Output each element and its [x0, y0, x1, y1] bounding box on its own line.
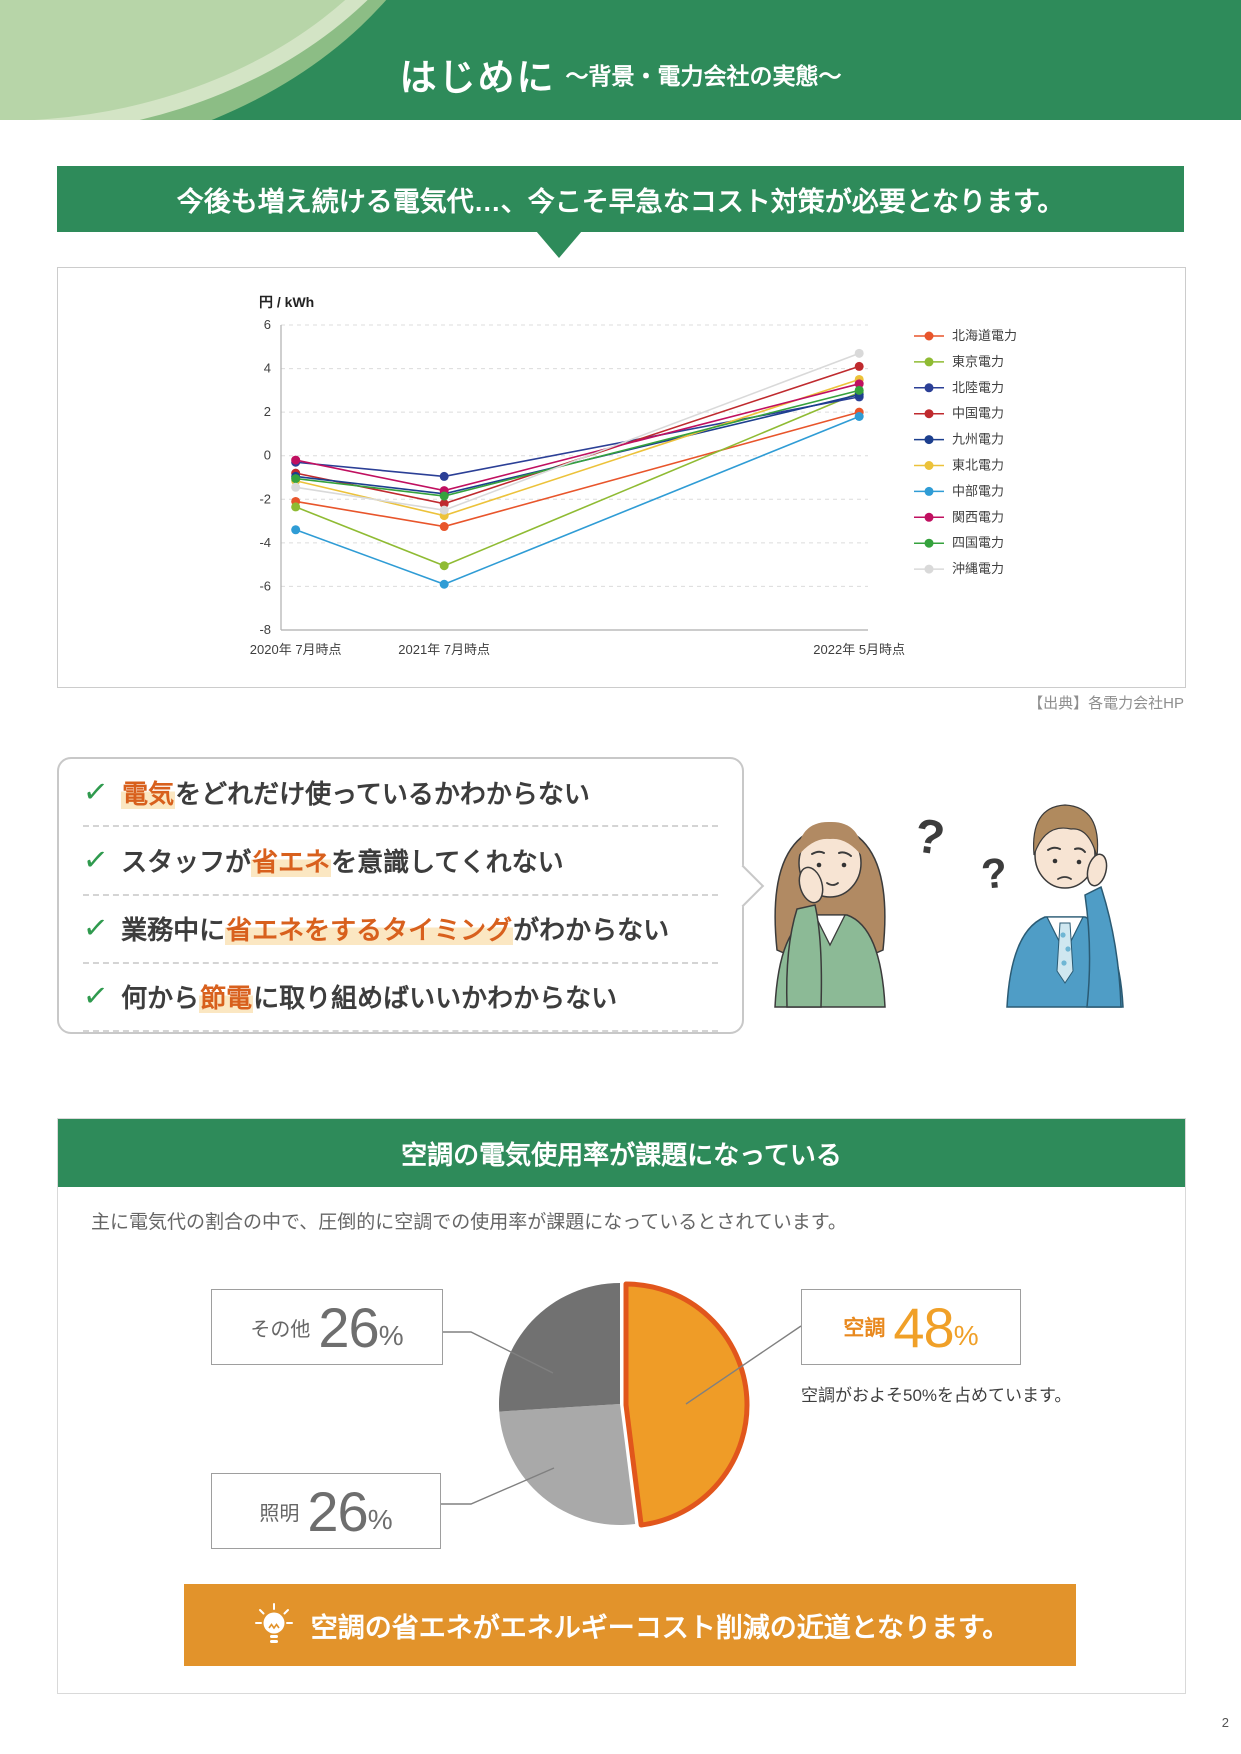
svg-text:-6: -6	[259, 578, 271, 593]
aircon-lead-text: 主に電気代の割合の中で、圧倒的に空調での使用率が課題になっているとされています。	[91, 1212, 847, 1233]
svg-text:円 / kWh: 円 / kWh	[259, 294, 314, 310]
pie-label-other-name: その他	[250, 1318, 311, 1341]
svg-text:-4: -4	[259, 535, 271, 550]
page-title: はじめに	[399, 57, 556, 98]
svg-text:東京電力: 東京電力	[952, 354, 1004, 369]
pie-label-aircon-name: 空調	[843, 1317, 886, 1340]
checklist-item: ✓ スタッフが省エネを意識してくれない	[81, 827, 718, 896]
svg-text:2022年 5月時点: 2022年 5月時点	[813, 642, 905, 657]
woman-illustration: ?	[774, 809, 948, 1008]
svg-text:2020年 7月時点: 2020年 7月時点	[250, 642, 342, 657]
svg-text:中部電力: 中部電力	[952, 483, 1004, 498]
aircon-banner-text: 空調の電気使用率が課題になっている	[401, 1139, 842, 1170]
checkmark-icon: ✓	[81, 842, 110, 879]
lightbulb-icon	[254, 1603, 293, 1643]
problem-checklist: ✓ 電気をどれだけ使っているかわからない ✓ スタッフが省エネを意識してくれない…	[57, 757, 765, 1034]
question-mark-icon: ?	[911, 809, 947, 866]
checkmark-icon: ✓	[81, 979, 110, 1015]
intro-banner: 今後も増え続ける電気代…、今こそ早急なコスト対策が必要となります。	[57, 166, 1184, 232]
aircon-section-panel: 空調の電気使用率が課題になっている 主に電気代の割合の中で、圧倒的に空調での使用…	[57, 1118, 1186, 1694]
pie-leader-lines	[439, 1325, 802, 1505]
checklist-item: ✓ 何から節電に取り組めばいいかわからない	[81, 964, 718, 1032]
conclusion-banner: 空調の省エネがエネルギーコスト削減の近道となります。	[184, 1584, 1076, 1666]
checklist-item: ✓ 業務中に省エネをするタイミングがわからない	[81, 896, 718, 964]
checkmark-icon: ✓	[81, 910, 110, 947]
highlighted-text: 省エネ	[251, 846, 332, 877]
pie-label-other-unit: %	[378, 1320, 404, 1351]
electricity-price-chart-box: 6 4 2 0 -2 -4 -6 -8 2020年 7月時点 2021年 7月時点 2022年 5月…	[57, 267, 1186, 688]
svg-text:2021年 7月時点: 2021年 7月時点	[398, 642, 490, 657]
svg-text:-2: -2	[259, 491, 271, 506]
svg-text:沖縄電力: 沖縄電力	[952, 561, 1004, 576]
svg-text:中国電力: 中国電力	[952, 406, 1004, 421]
svg-text:関西電力: 関西電力	[952, 509, 1004, 524]
svg-text:6: 6	[264, 317, 271, 332]
pie-label-other-value: 26	[318, 1295, 379, 1359]
page-header: はじめに ～背景・電力会社の実態～	[0, 0, 1241, 120]
checklist-item: ✓ 電気をどれだけ使っているかわからない	[81, 759, 718, 828]
svg-text:北陸電力: 北陸電力	[952, 380, 1004, 395]
highlighted-text: 節電	[199, 983, 254, 1014]
svg-text:0: 0	[264, 448, 271, 463]
header-title-wrap: はじめに ～背景・電力会社の実態～	[0, 14, 1241, 120]
confused-people-illustration: ? ?	[774, 804, 1124, 1008]
intro-banner-text: 今後も増え続ける電気代…、今こそ早急なコスト対策が必要となります。	[176, 186, 1065, 217]
conclusion-text: 空調の省エネがエネルギーコスト削減の近道となります。	[310, 1612, 1010, 1643]
highlighted-text: 電気	[121, 778, 176, 809]
aircon-section-banner: 空調の電気使用率が課題になっている	[58, 1119, 1185, 1187]
pie-caption: 空調がおよそ50%を占めています。	[801, 1386, 1072, 1405]
question-mark-icon: ?	[979, 849, 1009, 898]
svg-text:4: 4	[264, 361, 271, 376]
svg-text:東北電力: 東北電力	[952, 458, 1004, 473]
checklist-item-text: 電気をどれだけ使っているかわからない	[121, 778, 590, 809]
svg-text:四国電力: 四国電力	[952, 535, 1004, 550]
page-subtitle: ～背景・電力会社の実態～	[565, 63, 842, 89]
chart-source-note: 【出典】各電力会社HP	[1028, 695, 1184, 712]
pie-slices	[499, 1281, 750, 1528]
pie-label-aircon-unit: %	[953, 1320, 979, 1351]
pie-label-lighting-value: 26	[307, 1479, 368, 1543]
electricity-price-line-chart: 6 4 2 0 -2 -4 -6 -8 2020年 7月時点 2021年 7月時点 2022年 5月…	[250, 294, 1017, 657]
highlighted-text: 省エネをするタイミング	[225, 915, 514, 946]
svg-text:九州電力: 九州電力	[952, 432, 1004, 447]
svg-text:-8: -8	[259, 622, 271, 637]
checklist-item-text: 何から節電に取り組めばいいかわからない	[121, 983, 618, 1014]
pie-label-aircon: 空調 48 %	[801, 1289, 1021, 1365]
pie-label-lighting: 照明 26 %	[211, 1473, 441, 1549]
pie-label-aircon-value: 48	[893, 1295, 954, 1359]
svg-text:2: 2	[264, 404, 271, 419]
checklist-item-text: 業務中に省エネをするタイミングがわからない	[121, 915, 670, 946]
electricity-usage-pie-chart	[439, 1281, 802, 1528]
checklist-item-text: スタッフが省エネを意識してくれない	[121, 846, 564, 877]
intro-banner-tail	[536, 231, 582, 258]
pie-label-other: その他 26 %	[211, 1289, 443, 1365]
man-illustration: ?	[979, 804, 1124, 1008]
pie-label-lighting-unit: %	[367, 1504, 393, 1535]
checkmark-icon: ✓	[81, 774, 110, 810]
pie-label-lighting-name: 照明	[259, 1502, 300, 1525]
page-number: 2	[1221, 1715, 1229, 1730]
svg-text:北海道電力: 北海道電力	[952, 328, 1017, 343]
